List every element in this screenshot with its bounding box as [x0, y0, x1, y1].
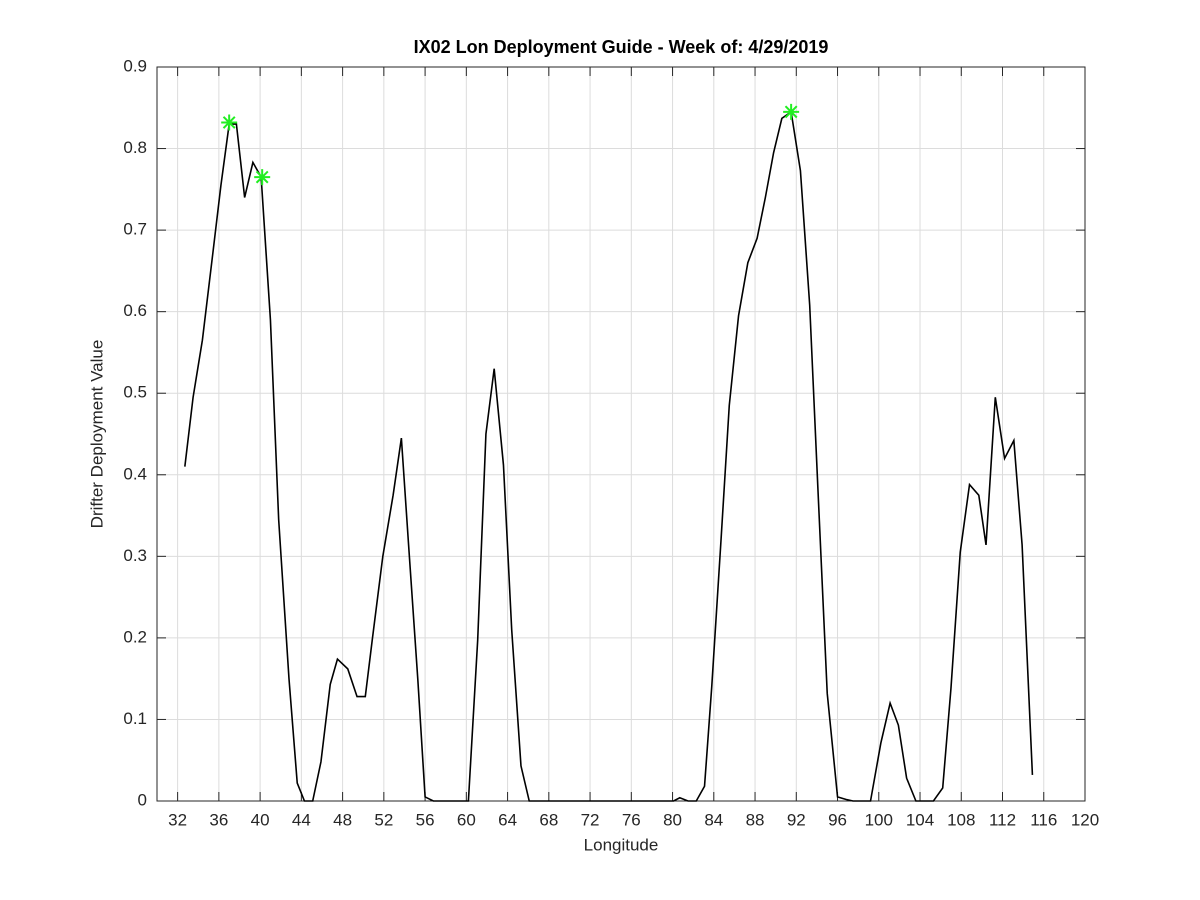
x-tick-label: 52: [374, 810, 393, 829]
x-tick-label: 36: [209, 810, 228, 829]
x-tick-label: 64: [498, 810, 517, 829]
x-tick-label: 116: [1030, 810, 1057, 829]
peak-marker: [221, 114, 238, 131]
x-tick-label: 44: [292, 810, 311, 829]
x-tick-label: 76: [622, 810, 641, 829]
data-line: [184, 110, 1034, 802]
x-tick-label: 104: [906, 810, 934, 829]
peak-marker: [254, 169, 271, 186]
x-tick-label: 40: [251, 810, 270, 829]
x-tick-label: 80: [663, 810, 682, 829]
chart-title: IX02 Lon Deployment Guide - Week of: 4/2…: [414, 37, 829, 57]
x-tick-label: 68: [539, 810, 558, 829]
x-tick-label: 88: [746, 810, 765, 829]
x-tick-label: 56: [416, 810, 435, 829]
y-tick-label: 0.7: [123, 220, 147, 239]
y-tick-label: 0.5: [123, 383, 147, 402]
y-axis-label: Drifter Deployment Value: [87, 340, 106, 529]
x-tick-label: 100: [865, 810, 893, 829]
y-tick-label: 0.8: [123, 138, 147, 157]
x-tick-label: 32: [168, 810, 187, 829]
y-tick-label: 0.6: [123, 301, 147, 320]
y-tick-label: 0: [138, 790, 147, 809]
y-tick-label: 0.1: [123, 709, 147, 728]
x-tick-label: 60: [457, 810, 476, 829]
x-tick-label: 108: [947, 810, 975, 829]
x-tick-label: 92: [787, 810, 806, 829]
x-tick-label: 48: [333, 810, 352, 829]
x-tick-label: 84: [704, 810, 723, 829]
y-tick-label: 0.2: [123, 627, 147, 646]
x-tick-label: 72: [581, 810, 600, 829]
x-tick-label: 112: [989, 810, 1016, 829]
peak-marker: [783, 103, 800, 120]
x-tick-label: 120: [1071, 810, 1099, 829]
y-tick-label: 0.9: [123, 56, 147, 75]
x-tick-label: 96: [828, 810, 847, 829]
x-axis-label: Longitude: [584, 835, 659, 854]
y-tick-label: 0.3: [123, 546, 147, 565]
y-tick-label: 0.4: [123, 464, 147, 483]
